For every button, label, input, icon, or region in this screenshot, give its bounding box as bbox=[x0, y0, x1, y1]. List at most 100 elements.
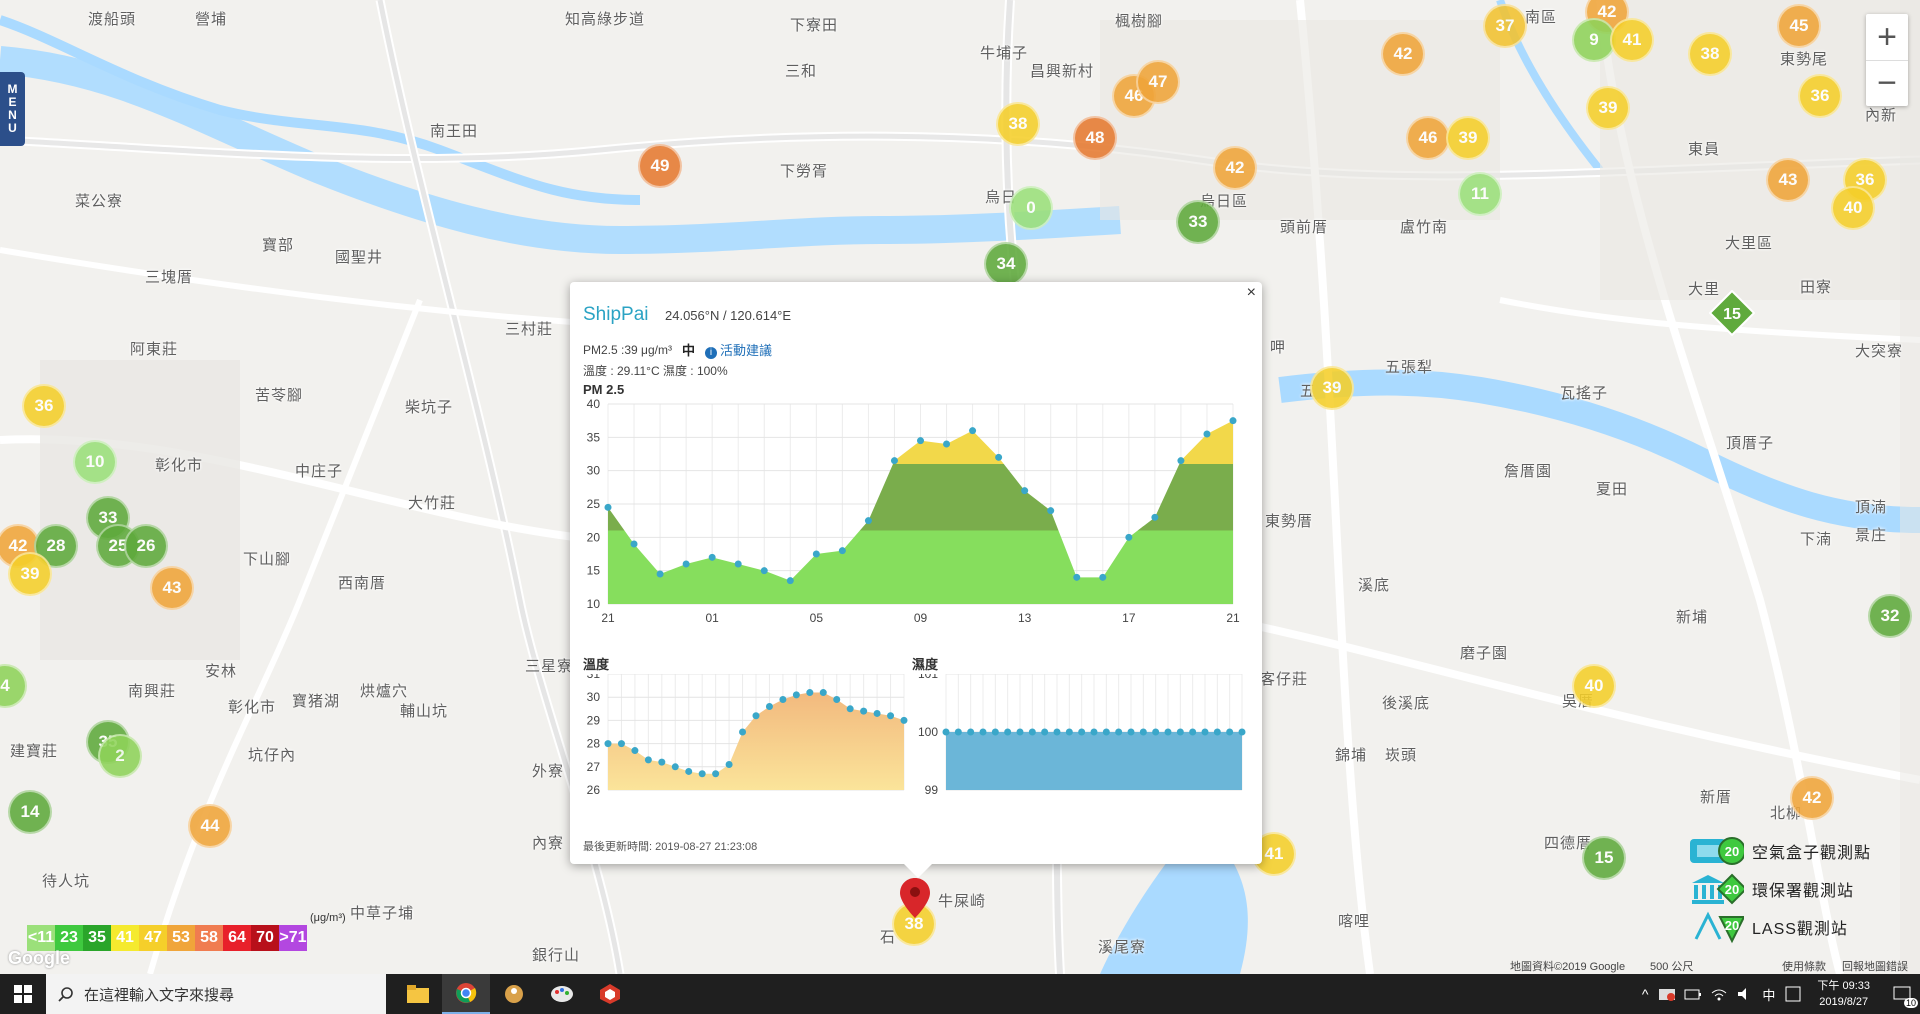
airbox-marker[interactable]: 42 bbox=[1213, 146, 1257, 190]
airbox-marker[interactable]: 0 bbox=[1009, 186, 1053, 230]
airbox-marker[interactable]: 15 bbox=[1582, 836, 1626, 880]
airbox-marker[interactable]: 40 bbox=[1572, 664, 1616, 708]
airbox-marker[interactable]: 48 bbox=[1073, 116, 1117, 160]
place-label: 大里區 bbox=[1725, 235, 1774, 252]
airbox-marker[interactable]: 38 bbox=[996, 102, 1040, 146]
popup-close-button[interactable]: × bbox=[1246, 284, 1256, 301]
data-point bbox=[991, 728, 999, 736]
data-point bbox=[1004, 728, 1012, 736]
airbox-marker[interactable]: 47 bbox=[1136, 60, 1180, 104]
place-label: 大突寮 bbox=[1855, 343, 1904, 360]
epa-station-marker[interactable]: 15 bbox=[1709, 290, 1755, 336]
map-scale[interactable]: 500 公尺 bbox=[1650, 961, 1694, 973]
place-label: 景庄 bbox=[1855, 527, 1888, 544]
airbox-marker[interactable]: 46 bbox=[1406, 116, 1450, 160]
volume-icon[interactable] bbox=[1736, 987, 1754, 1001]
start-button[interactable] bbox=[0, 974, 46, 1014]
map-canvas[interactable]: 渡船頭 營埔 知高綠步道 下寮田 楓樹腳 南區 牛埔子 昌興新村 三和 南王田 下勞胥 烏日 烏日區 頭前… bbox=[0, 0, 1920, 974]
data-point bbox=[1090, 728, 1098, 736]
airbox-marker[interactable]: 33 bbox=[1176, 200, 1220, 244]
airbox-marker[interactable]: 36 bbox=[1798, 74, 1842, 118]
airbox-marker[interactable]: 43 bbox=[150, 566, 194, 610]
airbox-marker[interactable]: 34 bbox=[984, 242, 1028, 286]
place-label: 南興莊 bbox=[128, 683, 177, 700]
data-point bbox=[631, 747, 639, 755]
airbox-marker[interactable]: 39 bbox=[1586, 86, 1630, 130]
airbox-marker[interactable]: 45 bbox=[1777, 4, 1821, 48]
place-label: 錦埔 bbox=[1335, 747, 1368, 764]
data-point bbox=[942, 728, 950, 736]
airbox-marker[interactable]: 14 bbox=[8, 790, 52, 834]
advice-label: 活動建議 bbox=[719, 343, 772, 358]
y-tick-label: 101 bbox=[918, 674, 938, 681]
clock[interactable]: 下午 09:33 2019/8/27 bbox=[1817, 978, 1870, 1010]
data-point bbox=[838, 547, 846, 555]
airbox-marker[interactable]: 37 bbox=[1483, 4, 1527, 48]
battery-icon[interactable] bbox=[1684, 987, 1702, 1001]
app-icon-paint[interactable] bbox=[538, 974, 586, 1014]
y-tick-label: 30 bbox=[587, 690, 601, 704]
wifi-icon[interactable] bbox=[1710, 987, 1728, 1001]
data-point bbox=[860, 707, 868, 715]
data-point bbox=[644, 756, 652, 764]
airbox-marker[interactable]: 39 bbox=[8, 552, 52, 596]
notification-center-button[interactable]: 10 bbox=[1884, 974, 1920, 1014]
place-label: 下山腳 bbox=[243, 551, 292, 568]
chrome-icon[interactable] bbox=[442, 974, 490, 1014]
airbox-label: 空氣盒子觀測點 bbox=[1752, 845, 1872, 862]
airbox-marker[interactable]: 39 bbox=[1446, 116, 1490, 160]
airbox-marker[interactable]: 40 bbox=[1831, 186, 1875, 230]
data-point bbox=[752, 712, 760, 720]
epa-station-value: 15 bbox=[1723, 306, 1741, 323]
airbox-marker[interactable]: 10 bbox=[73, 440, 117, 484]
place-label: 詹厝園 bbox=[1504, 463, 1553, 480]
airbox-marker[interactable]: 36 bbox=[22, 384, 66, 428]
place-label: 大竹莊 bbox=[408, 495, 457, 512]
data-point bbox=[969, 427, 977, 435]
pm25-chart: 10 15 20 25 30 35 40 21 01 05 09 13 17 21 bbox=[587, 397, 1240, 625]
station-popup: × ShipPai 24.056°N / 120.614°E PM2.5 :39… bbox=[570, 282, 1262, 878]
security-icon[interactable] bbox=[1658, 987, 1676, 1001]
airbox-marker[interactable]: 42 bbox=[1790, 776, 1834, 820]
airbox-marker[interactable]: 38 bbox=[1688, 32, 1732, 76]
menu-tab[interactable]: M E N U bbox=[0, 72, 25, 146]
data-point bbox=[873, 709, 881, 717]
terms-link[interactable]: 使用條款 bbox=[1782, 961, 1826, 973]
legend-cell: >71 bbox=[279, 925, 307, 951]
airbox-marker[interactable]: 42 bbox=[1381, 32, 1425, 76]
activity-advice-link[interactable]: i 活動建議 bbox=[704, 340, 772, 359]
airbox-marker[interactable]: 26 bbox=[124, 524, 168, 568]
data-point bbox=[1021, 487, 1029, 495]
menu-letter: U bbox=[8, 121, 17, 135]
report-error-link[interactable]: 回報地圖錯誤 bbox=[1842, 961, 1908, 973]
data-point bbox=[658, 758, 666, 766]
place-label: 彰化市 bbox=[155, 457, 204, 474]
airbox-marker[interactable]: 2 bbox=[98, 734, 142, 778]
app-icon-bird[interactable] bbox=[490, 974, 538, 1014]
data-point bbox=[734, 560, 742, 568]
ime-mode-icon[interactable] bbox=[1785, 986, 1801, 1002]
airbox-marker[interactable]: 44 bbox=[188, 804, 232, 848]
zoom-out-button[interactable]: − bbox=[1866, 60, 1908, 106]
place-label: 待人坑 bbox=[42, 873, 91, 890]
place-label: 新埔 bbox=[1676, 609, 1709, 626]
notification-count: 10 bbox=[1903, 998, 1918, 1008]
ime-indicator[interactable]: 中 bbox=[1762, 987, 1776, 1003]
location-pin-icon[interactable] bbox=[900, 878, 930, 918]
airbox-marker[interactable]: 11 bbox=[1458, 172, 1502, 216]
airbox-marker[interactable]: 32 bbox=[1868, 594, 1912, 638]
data-point bbox=[1102, 728, 1110, 736]
data-point bbox=[943, 440, 951, 448]
place-label: 呷 bbox=[1270, 339, 1287, 356]
y-tick-label: 10 bbox=[587, 597, 601, 611]
airbox-marker[interactable]: 39 bbox=[1310, 366, 1354, 410]
zoom-in-button[interactable]: + bbox=[1877, 17, 1897, 56]
tray-chevron-icon[interactable]: ^ bbox=[1641, 986, 1649, 1002]
file-explorer-icon[interactable] bbox=[394, 974, 442, 1014]
airbox-marker[interactable]: 41 bbox=[1610, 18, 1654, 62]
taskbar-search[interactable]: 在這裡輸入文字來搜尋 bbox=[46, 974, 386, 1014]
airbox-marker[interactable]: 49 bbox=[638, 144, 682, 188]
airbox-marker[interactable]: 43 bbox=[1766, 158, 1810, 202]
y-tick-label: 99 bbox=[925, 783, 939, 794]
app-icon-sketchup[interactable] bbox=[586, 974, 634, 1014]
